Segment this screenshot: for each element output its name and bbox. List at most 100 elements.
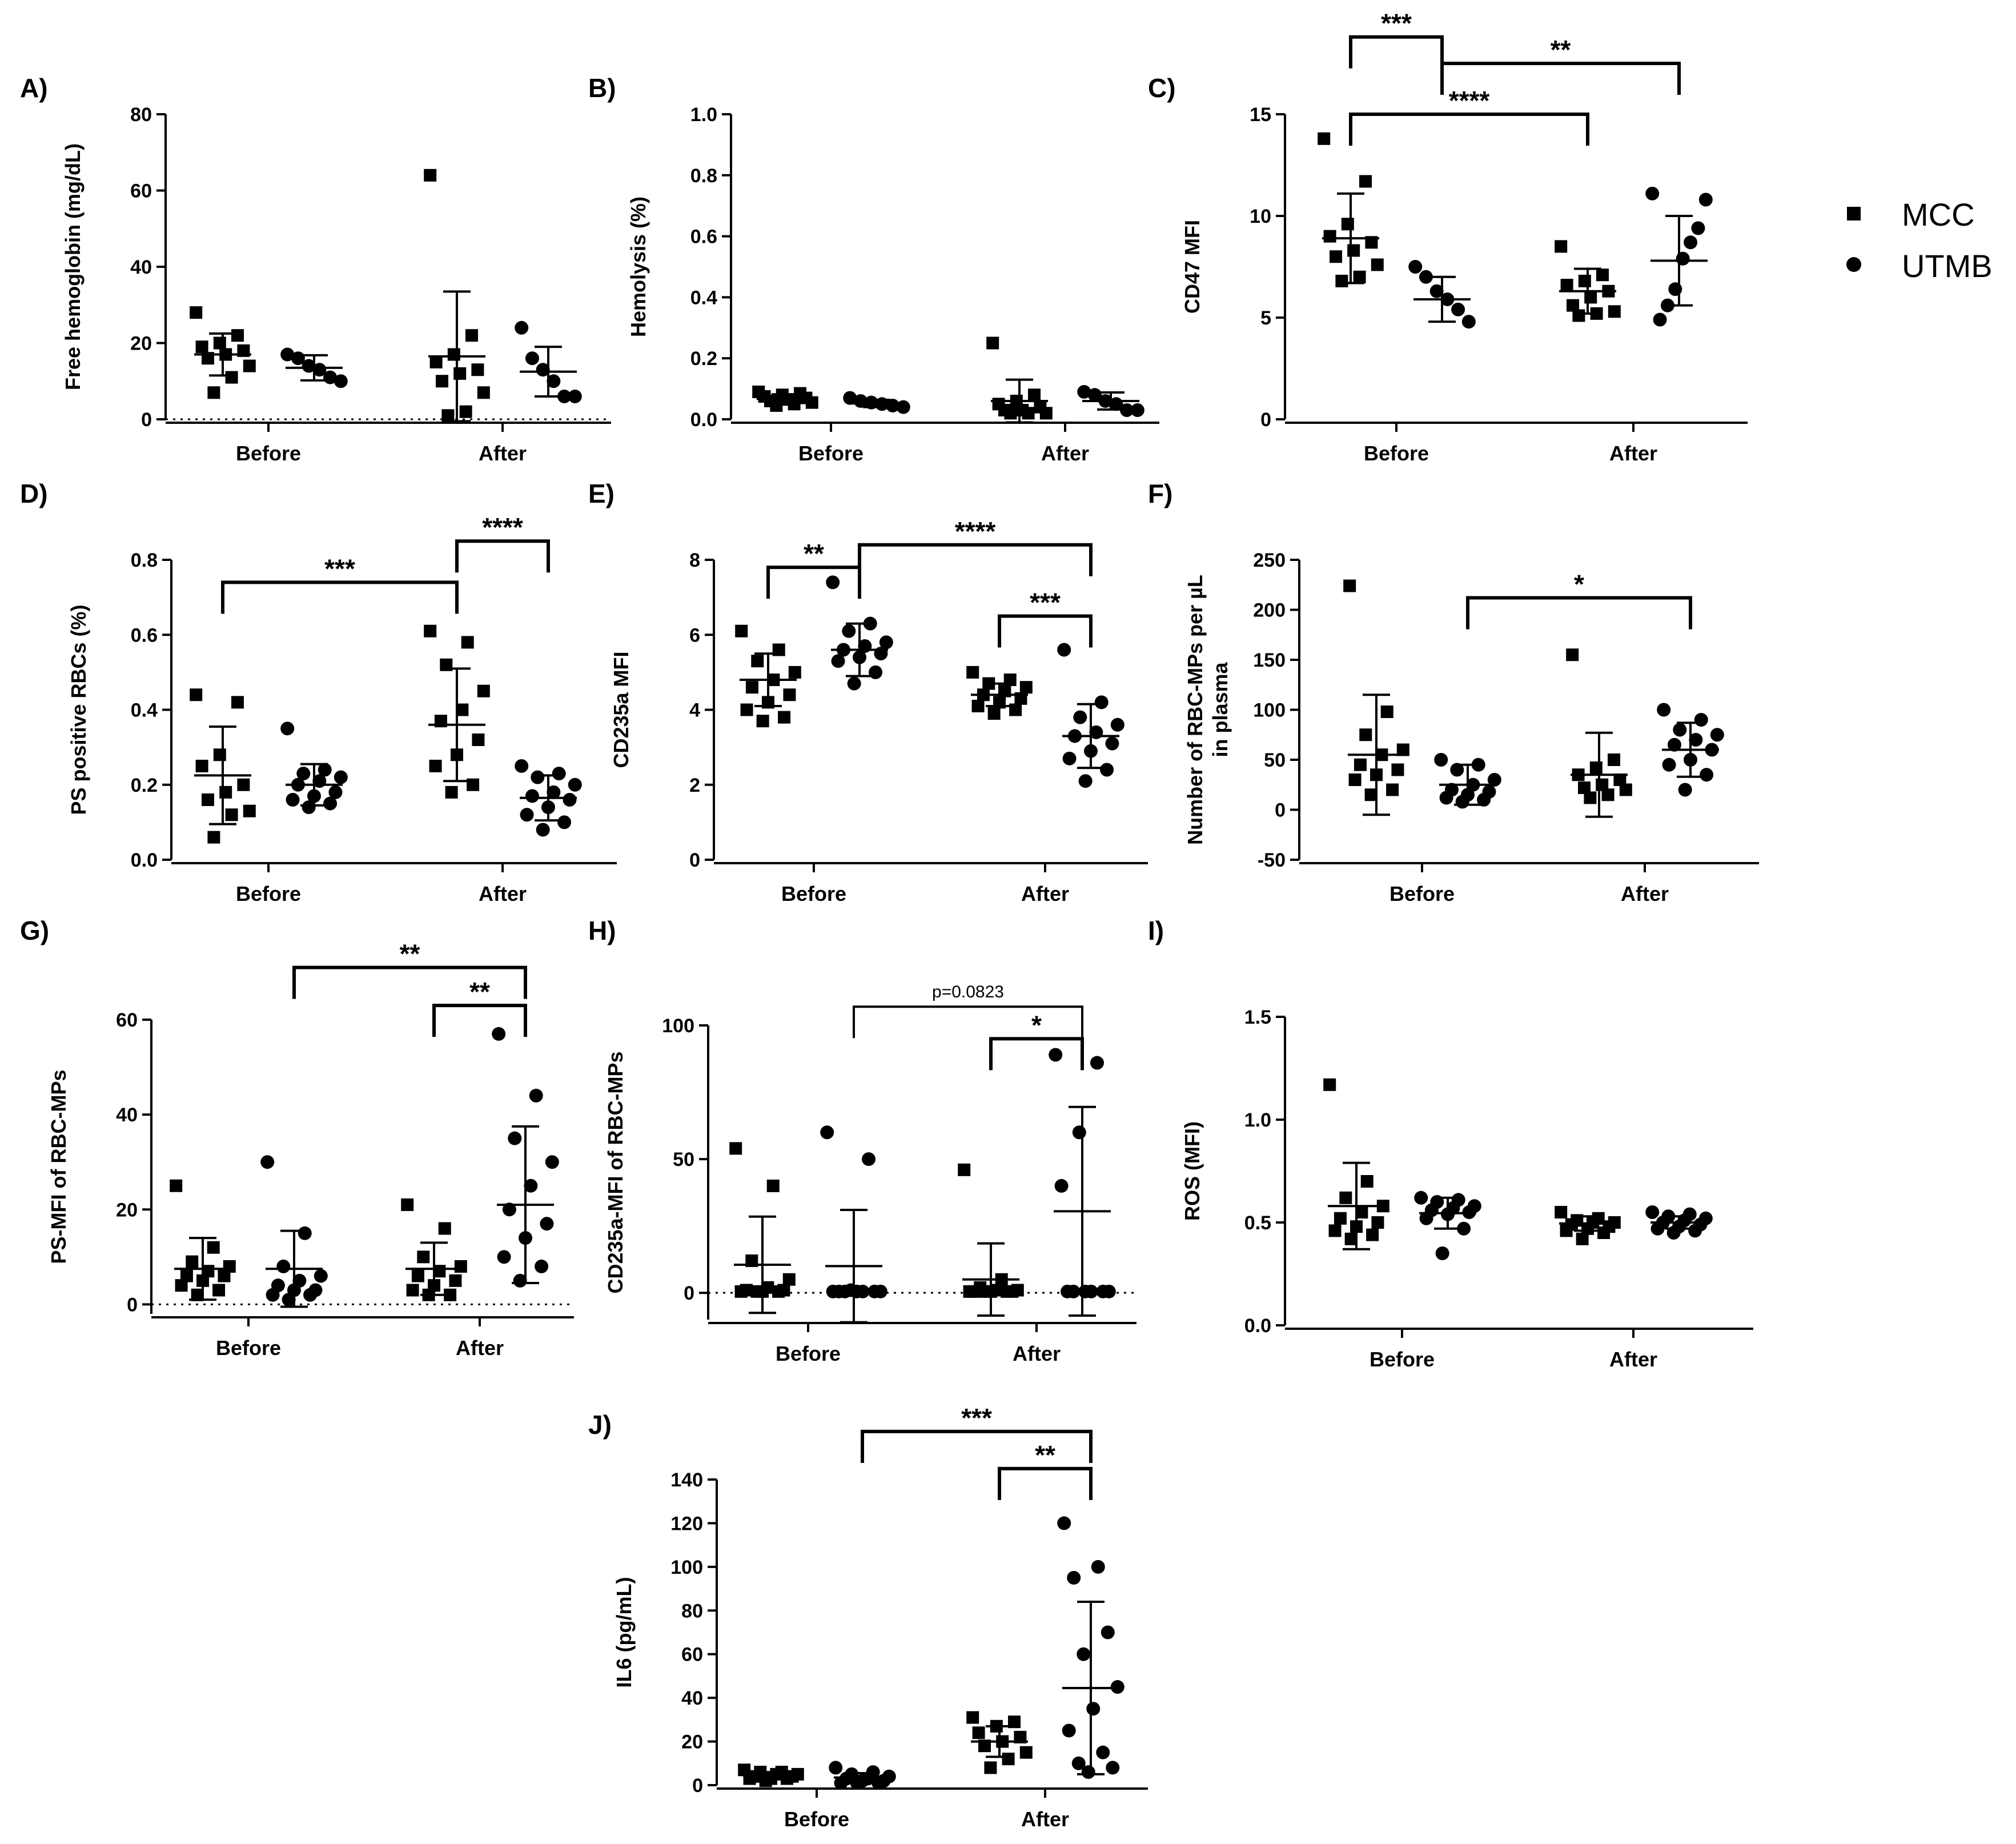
significance-label: *** — [324, 554, 355, 583]
significance-label: **** — [1449, 86, 1490, 115]
y-tick-label: 0 — [141, 409, 152, 431]
data-point-utmb — [1678, 783, 1692, 797]
y-tick-label: 0.6 — [690, 226, 717, 248]
data-point-mcc — [477, 386, 490, 399]
data-point-utmb — [1457, 1221, 1471, 1236]
data-point-mcc — [1613, 773, 1627, 786]
data-point-utmb — [831, 654, 845, 668]
x-category-label: After — [1609, 442, 1657, 465]
significance-bracket — [221, 580, 459, 614]
x-category-label: After — [1609, 1348, 1657, 1371]
data-point-mcc — [1344, 1232, 1358, 1245]
data-point-mcc — [207, 1241, 220, 1254]
panel-f: F) -50 0 50 100 150 200 250 Number of RBC-MPs pe… — [1148, 479, 1759, 905]
panel-i: I) 0.0 0.5 1.0 1.5 ROS (MFI) Before After — [1148, 916, 1753, 1371]
data-point-mcc — [213, 748, 226, 761]
significance-label: *** — [1381, 9, 1412, 38]
x-category-label: After — [1041, 442, 1089, 465]
data-point-utmb — [547, 374, 561, 388]
data-point-utmb — [502, 1202, 516, 1217]
data-point-mcc — [175, 1279, 188, 1292]
y-axis-title: PS positive RBCs (%) — [67, 604, 90, 815]
y-tick-label: 60 — [681, 1644, 703, 1666]
y-tick-label: 0.8 — [690, 165, 717, 187]
data-point-mcc — [237, 778, 250, 791]
data-point-utmb — [1691, 221, 1705, 235]
data-point-utmb — [529, 1088, 543, 1103]
significance-bracket — [432, 1004, 527, 1037]
data-point-utmb — [1698, 193, 1713, 207]
significance-label: **** — [955, 516, 996, 546]
x-category-label: After — [1621, 882, 1669, 905]
significance-bracket — [853, 1005, 1083, 1039]
data-point-mcc — [459, 405, 472, 418]
y-tick-label: 15 — [1250, 104, 1271, 126]
data-point-utmb — [547, 785, 561, 799]
data-point-mcc — [1555, 1206, 1568, 1218]
data-point-mcc — [445, 785, 458, 799]
data-point-utmb — [862, 1152, 876, 1166]
data-point-mcc — [218, 1269, 231, 1282]
legend-label-mcc: MCC — [1902, 197, 1975, 232]
data-point-utmb — [1700, 768, 1714, 782]
data-point-mcc — [1359, 728, 1372, 741]
y-tick-label: 40 — [681, 1687, 703, 1709]
panel-label: I) — [1148, 916, 1164, 945]
data-point-utmb — [1105, 736, 1119, 751]
data-point-utmb — [524, 1178, 538, 1193]
data-point-mcc — [1334, 1212, 1347, 1225]
significance-label: ** — [1551, 35, 1571, 65]
data-point-mcc — [1578, 781, 1591, 794]
data-point-utmb — [820, 1125, 834, 1140]
y-axis-title: CD47 MFI — [1180, 220, 1204, 314]
data-point-utmb — [1667, 737, 1681, 752]
data-point-utmb — [540, 1217, 554, 1231]
data-point-mcc — [1576, 1232, 1589, 1245]
data-point-utmb — [1461, 315, 1476, 329]
data-point-utmb — [847, 676, 861, 691]
data-point-utmb — [568, 389, 582, 403]
x-category-label: After — [456, 1336, 504, 1360]
data-point-mcc — [1608, 305, 1621, 318]
y-axis-title: IL6 (pg/mL) — [612, 1577, 636, 1688]
panel-label: H) — [588, 916, 616, 945]
data-point-mcc — [243, 804, 256, 817]
data-point-mcc — [225, 371, 238, 384]
y-tick-label: 140 — [670, 1469, 703, 1491]
data-point-utmb — [280, 721, 295, 736]
data-point-mcc — [180, 1269, 193, 1282]
data-point-mcc — [231, 329, 244, 342]
data-point-mcc — [456, 703, 469, 716]
data-point-mcc — [979, 1285, 992, 1298]
data-point-mcc — [1589, 761, 1603, 774]
data-point-utmb — [323, 796, 338, 811]
data-point-utmb — [829, 1761, 843, 1775]
significance-label: ** — [1035, 1440, 1055, 1470]
y-tick-label: 100 — [670, 1557, 703, 1578]
data-point-utmb — [1694, 713, 1708, 727]
data-point-utmb — [1067, 1570, 1081, 1585]
data-point-mcc — [1014, 1730, 1027, 1743]
data-point-utmb — [1078, 774, 1093, 788]
data-point-mcc — [1348, 773, 1362, 786]
data-point-utmb — [1090, 1056, 1104, 1070]
data-point-utmb — [1066, 1284, 1081, 1298]
data-point-mcc — [1341, 218, 1354, 231]
data-point-mcc — [1019, 681, 1033, 694]
significance-bracket — [292, 965, 527, 999]
data-point-mcc — [1584, 291, 1597, 304]
data-point-utmb — [1451, 302, 1465, 316]
data-point-mcc — [411, 1269, 424, 1282]
y-tick-label: 2 — [689, 775, 700, 796]
y-axis-title: Number of RBC-MPs per µL — [1183, 575, 1207, 845]
data-point-utmb — [843, 391, 857, 405]
data-point-mcc — [745, 681, 758, 694]
data-point-utmb — [1439, 791, 1453, 805]
data-point-utmb — [1071, 1756, 1086, 1770]
data-point-mcc — [1335, 274, 1348, 287]
x-category-label: After — [1021, 882, 1069, 905]
data-point-utmb — [1110, 717, 1125, 732]
x-category-label: Before — [1370, 1348, 1435, 1371]
